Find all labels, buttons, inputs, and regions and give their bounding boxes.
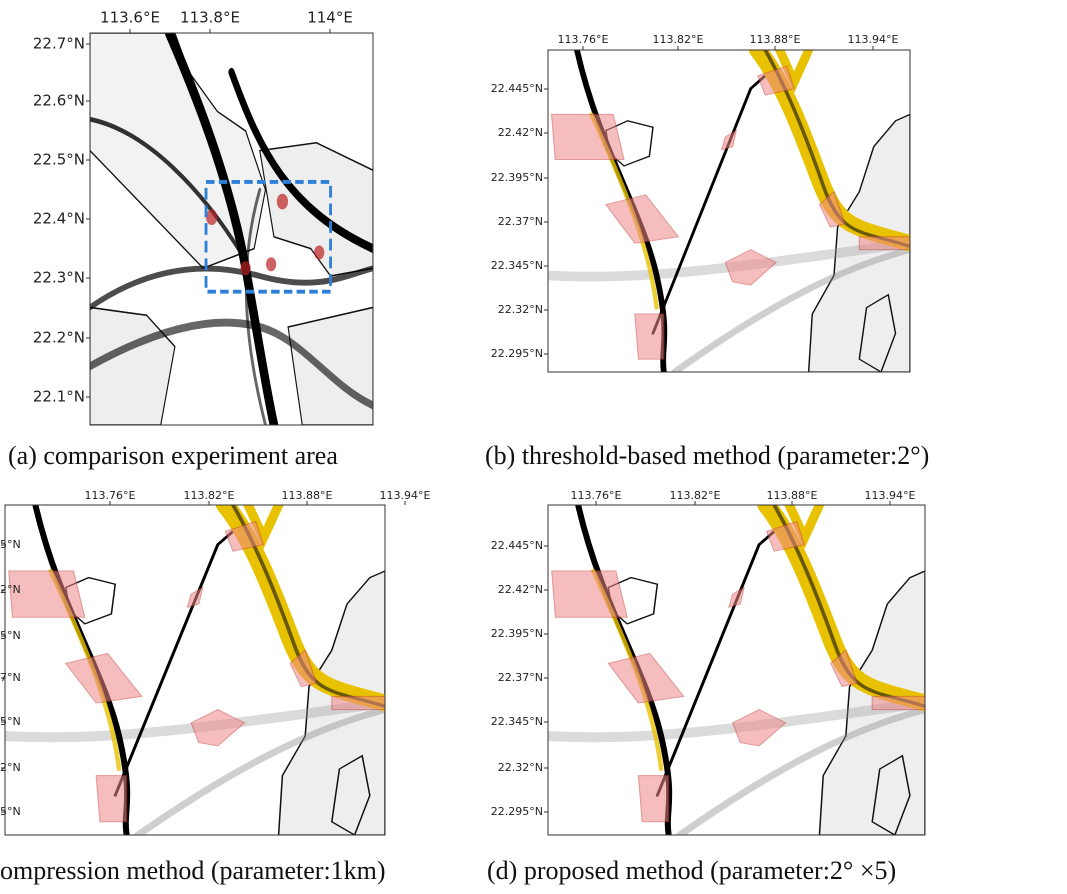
lat-tick-label: 22.7°N xyxy=(33,35,85,53)
lat-tick-label: 22.5°N xyxy=(33,151,85,169)
lat-tick-label: 22.37°N xyxy=(498,215,543,228)
map-panel: 113.76°E 113.82°E 113.88°E 113.94°E 22.445°N… xyxy=(487,489,925,885)
lat-tick-label: 22.42°N xyxy=(498,126,543,139)
lat-tick-label: 22.2°N xyxy=(33,329,85,347)
lat-tick-label: 5°N xyxy=(0,538,21,551)
panel-caption: (b) threshold-based method (parameter:2°… xyxy=(485,441,929,470)
lon-tick-label: 113.82°E xyxy=(670,489,721,502)
lat-tick-label: 22.295°N xyxy=(491,805,543,818)
map-panel: 113.76°E 113.82°E 113.88°E 113.94°E 22.445°N… xyxy=(485,33,929,470)
lon-tick-label: 113.76°E xyxy=(571,489,622,502)
lon-tick-label: 113.94°E xyxy=(865,489,916,502)
figure: 113.6°E 113.8°E 114°E 22.7°N 22.6°N 22.5°N 22.… xyxy=(0,0,1067,894)
lon-tick-label: 113.82°E xyxy=(184,489,235,502)
map-panel: 113.6°E 113.8°E 114°E 22.7°N 22.6°N 22.5°N 22.… xyxy=(8,9,373,470)
lat-tick-label: 22.395°N xyxy=(491,627,543,640)
lat-tick-label: 2°N xyxy=(0,583,21,596)
lat-tick-label: 22.42°N xyxy=(498,583,543,596)
lon-tick-label: 113.94°E xyxy=(380,489,431,502)
lat-tick-label: 22.445°N xyxy=(491,539,543,552)
lat-tick-label: 22.345°N xyxy=(491,259,543,272)
lon-tick-label: 114°E xyxy=(307,9,353,27)
panel-caption: (a) comparison experiment area xyxy=(8,441,338,470)
lon-tick-label: 113.76°E xyxy=(558,33,609,46)
lat-tick-label: 22.6°N xyxy=(33,92,85,110)
lat-tick-label: 22.37°N xyxy=(498,671,543,684)
lat-tick-label: 2°N xyxy=(0,761,21,774)
lat-tick-label: 22.32°N xyxy=(498,761,543,774)
lon-tick-label: 113.6°E xyxy=(100,9,160,27)
lat-tick-label: 5°N xyxy=(0,629,21,642)
lat-tick-label: 22.445°N xyxy=(491,82,543,95)
lat-tick-label: 5°N xyxy=(0,715,21,728)
panel-caption: ompression method (parameter:1km) xyxy=(0,856,386,885)
lon-tick-label: 113.88°E xyxy=(282,489,333,502)
lat-tick-label: 22.395°N xyxy=(491,171,543,184)
lat-tick-label: 7°N xyxy=(0,671,21,684)
lat-tick-label: 22.3°N xyxy=(33,269,85,287)
lat-tick-label: 22.345°N xyxy=(491,715,543,728)
lat-tick-label: 5°N xyxy=(0,805,21,818)
lon-tick-label: 113.82°E xyxy=(653,33,704,46)
map-panel: 113.76°E 113.82°E 113.88°E 113.94°E 5°N 2°N 5°… xyxy=(0,489,431,885)
lon-tick-label: 113.8°E xyxy=(180,9,240,27)
lat-tick-label: 22.295°N xyxy=(491,347,543,360)
lat-tick-label: 22.4°N xyxy=(33,210,85,228)
lon-tick-label: 113.76°E xyxy=(85,489,136,502)
lon-tick-label: 113.88°E xyxy=(767,489,818,502)
lat-tick-label: 22.32°N xyxy=(498,303,543,316)
panel-caption: (d) proposed method (parameter:2° ×5) xyxy=(487,856,896,885)
lon-tick-label: 113.94°E xyxy=(848,33,899,46)
lon-tick-label: 113.88°E xyxy=(750,33,801,46)
lat-tick-label: 22.1°N xyxy=(33,388,85,406)
figure-canvas: 113.6°E 113.8°E 114°E 22.7°N 22.6°N 22.5°N 22.… xyxy=(0,0,1067,894)
